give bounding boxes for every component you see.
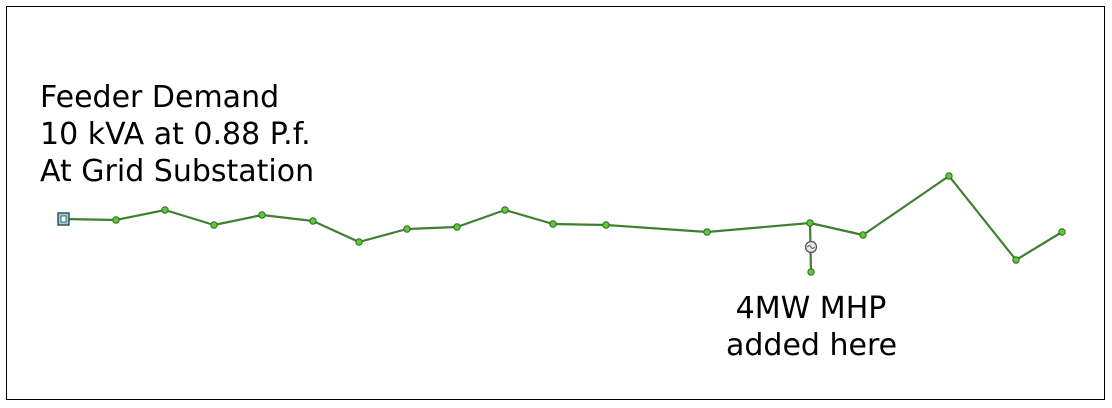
feeder-demand-line-3: At Grid Substation	[40, 154, 315, 189]
feeder-segment	[503, 208, 555, 226]
bus-node-icon	[945, 172, 953, 180]
bus-node-icon	[161, 206, 169, 214]
bus-node-icon	[859, 231, 867, 239]
bus-node-icon	[1058, 228, 1066, 236]
feeder-segment	[604, 223, 709, 234]
feeder-segment	[1014, 230, 1064, 262]
feeder-segment	[163, 208, 216, 227]
feeder-demand-annotation: Feeder Demand 10 kVA at 0.88 P.f. At Gri…	[40, 79, 314, 190]
diagram-frame	[6, 6, 1105, 400]
bus-node-icon	[806, 219, 814, 227]
grid-substation-icon	[57, 212, 70, 226]
bus-node-icon	[355, 238, 363, 246]
mhp-line-2: added here	[726, 328, 898, 363]
feeder-segment	[861, 174, 951, 237]
generator-wave	[807, 244, 815, 250]
feeder-demand-line-1: Feeder Demand	[40, 80, 280, 115]
bus-node-icon	[1012, 256, 1020, 264]
bus-node-icon	[403, 225, 411, 233]
bus-node-icon	[703, 228, 711, 236]
bus-node-icon	[210, 221, 218, 229]
feeder-segment	[705, 221, 812, 234]
feeder-segment	[455, 208, 507, 229]
feeder-demand-line-2: 10 kVA at 0.88 P.f.	[40, 117, 311, 152]
mhp-annotation: 4MW MHP added here	[726, 290, 898, 364]
feeder-segment	[62, 217, 118, 222]
feeder-segment	[947, 174, 1018, 262]
bus-node-icon	[453, 223, 461, 231]
feeder-segment	[260, 213, 315, 223]
generator-icon	[804, 240, 818, 254]
bus-node-icon	[258, 211, 266, 219]
bus-node-icon	[807, 268, 815, 276]
feeder-segment	[551, 222, 608, 227]
bus-node-icon	[309, 217, 317, 225]
feeder-segment	[114, 208, 167, 222]
feeder-segment	[357, 227, 409, 244]
feeder-segment	[808, 221, 865, 237]
feeder-segment	[405, 225, 459, 231]
feeder-segment	[212, 213, 264, 227]
bus-node-icon	[602, 221, 610, 229]
bus-node-icon	[112, 216, 120, 224]
feeder-segment	[311, 219, 361, 244]
mhp-line-1: 4MW MHP	[735, 291, 887, 326]
bus-node-icon	[549, 220, 557, 228]
substation-inner	[60, 215, 67, 223]
bus-node-icon	[501, 206, 509, 214]
